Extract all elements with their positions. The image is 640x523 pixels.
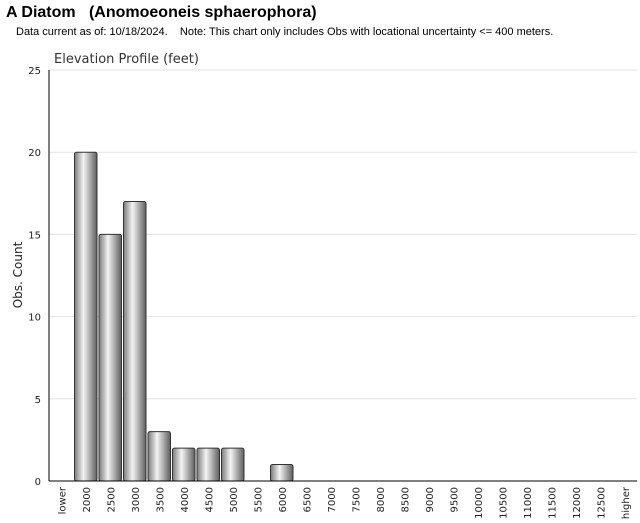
bar-6000: [270, 464, 294, 482]
x-tick-label: 5500: [253, 487, 264, 512]
x-tick-label: lower: [57, 486, 68, 514]
x-tick-label: 11000: [523, 487, 534, 519]
x-tick-label: 2000: [82, 487, 93, 512]
x-tick-label: 11500: [547, 487, 558, 519]
y-tick-label: 5: [35, 395, 41, 406]
bar-3500: [147, 431, 171, 482]
bar-5000: [221, 447, 245, 482]
y-tick-label: 15: [28, 230, 41, 241]
x-tick-label: 3000: [131, 487, 142, 512]
x-tick-label: 3500: [155, 487, 166, 512]
x-tick-label: 4000: [180, 487, 191, 512]
chart-title: Elevation Profile (feet): [54, 52, 199, 67]
y-axis-label: Obs. Count: [11, 241, 25, 308]
bar-4500: [196, 447, 220, 482]
x-tick-label: 2500: [106, 487, 117, 512]
x-tick-label: 10500: [498, 487, 509, 519]
y-tick-label: 20: [28, 148, 41, 159]
bar-3000: [123, 201, 147, 482]
y-tick-label: 25: [28, 66, 41, 77]
bar-2000: [74, 151, 98, 482]
page-title: A Diatom (Anomoeoneis sphaerophora): [6, 4, 317, 21]
x-tick-label: 10000: [474, 487, 485, 519]
x-tick-label: 5000: [229, 487, 240, 512]
x-tick-label: 12500: [596, 487, 607, 519]
x-tick-label: 8500: [400, 487, 411, 512]
y-tick-label: 0: [35, 477, 41, 488]
x-tick-label: 6000: [278, 487, 289, 512]
y-tick-label: 10: [28, 313, 41, 324]
x-tick-label: 9000: [425, 487, 436, 512]
bar-4000: [172, 447, 196, 482]
data-note: Data current as of: 10/18/2024. Note: Th…: [16, 26, 554, 38]
bar-2500: [98, 233, 122, 482]
x-tick-label: 6500: [302, 487, 313, 512]
x-tick-label: higher: [621, 486, 632, 519]
x-tick-label: 7500: [351, 487, 362, 512]
x-tick-label: 12000: [572, 487, 583, 519]
x-tick-label: 4500: [204, 487, 215, 512]
x-tick-label: 9500: [449, 487, 460, 512]
x-tick-label: 7000: [327, 487, 338, 512]
x-tick-label: 8000: [376, 487, 387, 512]
